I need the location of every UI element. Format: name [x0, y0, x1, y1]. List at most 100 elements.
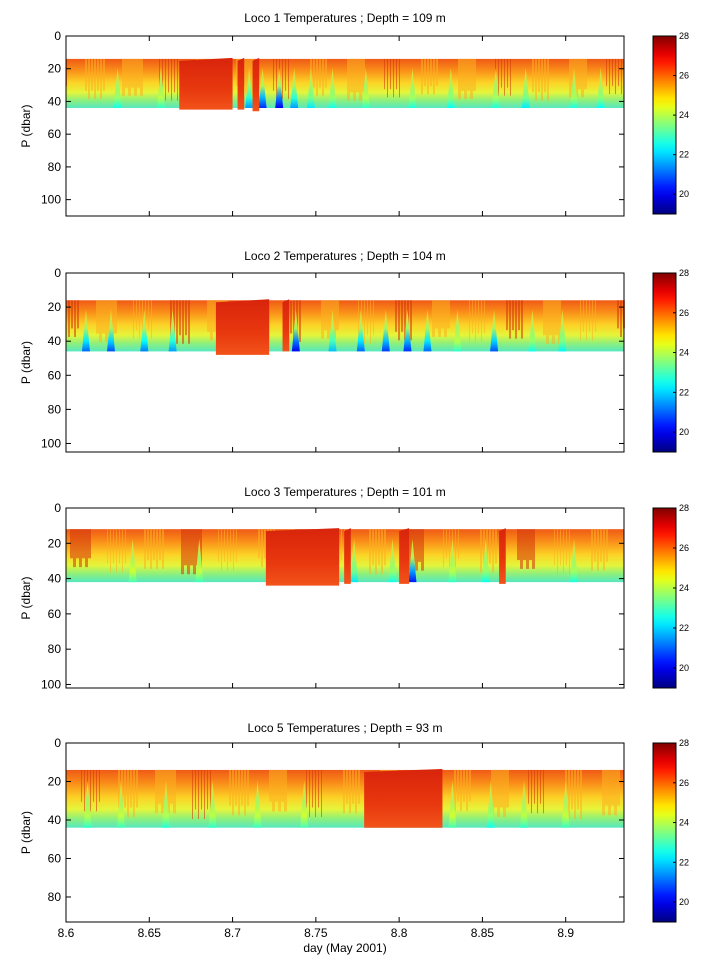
cold-spike	[403, 309, 412, 352]
profile-streak	[369, 529, 371, 575]
profile-streak	[352, 769, 354, 804]
profile-streak	[77, 300, 79, 329]
temperature-band	[66, 58, 624, 108]
profile-streak	[193, 529, 196, 575]
profile-streak	[509, 300, 511, 339]
y-tick-label: 0	[54, 736, 61, 750]
colorbar-tick-label: 24	[679, 348, 689, 358]
profile-streak	[76, 529, 79, 559]
x-tick-label: 8.65	[138, 926, 162, 940]
cold-spike	[596, 67, 605, 108]
profile-streak	[150, 529, 152, 569]
profile-streak	[230, 529, 231, 562]
warm-event	[344, 528, 351, 584]
profile-streak	[170, 769, 173, 804]
cold-spike	[408, 67, 417, 108]
y-tick-label: 20	[48, 300, 62, 314]
profile-streak	[199, 529, 202, 575]
profile-streak	[110, 529, 111, 573]
profile-streak	[384, 58, 385, 90]
profile-streak	[343, 769, 345, 814]
colorbar-tick-label: 20	[679, 897, 689, 907]
chart-panel-loco-3: 0 20 40 60 80 100 Loco 3 Temperatures ; Depth …	[19, 485, 689, 691]
colorbar-tick-label: 22	[679, 150, 689, 160]
profile-streak	[464, 58, 467, 99]
profile-streak	[358, 300, 359, 344]
profile-streak	[528, 769, 529, 804]
profile-streak	[566, 529, 567, 566]
warm-event	[237, 57, 245, 110]
y-tick-label: 20	[48, 62, 62, 76]
profile-streak	[486, 529, 488, 573]
profile-streak	[375, 529, 377, 575]
profile-streak	[583, 300, 584, 332]
profile-streak	[140, 58, 143, 96]
chart-panel-loco-2: 0 20 40 60 80 100 Loco 2 Temperatures ; Depth …	[19, 249, 689, 453]
profile-streak	[538, 58, 540, 93]
profile-streak	[512, 300, 514, 331]
profile-streak	[167, 769, 170, 814]
profile-streak	[498, 58, 499, 96]
profile-streak	[574, 769, 576, 820]
profile-streak	[534, 769, 535, 804]
cold-spike	[168, 309, 177, 352]
profile-streak	[218, 529, 219, 562]
cold-spike	[245, 67, 254, 108]
profile-streak	[93, 769, 94, 802]
profile-streak	[418, 529, 421, 562]
profile-streak	[549, 300, 552, 336]
profile-streak	[594, 529, 596, 562]
profile-streak	[125, 58, 128, 88]
profile-streak	[153, 529, 155, 561]
y-tick-label: 80	[48, 642, 62, 656]
profile-streak	[605, 769, 608, 806]
profile-streak	[103, 58, 105, 91]
cold-spike	[306, 67, 315, 108]
profile-streak	[170, 300, 172, 344]
profile-streak	[614, 769, 617, 816]
profile-streak	[558, 300, 561, 344]
profile-streak	[447, 300, 450, 329]
profile-streak	[475, 300, 476, 343]
cold-spike	[156, 67, 165, 108]
profile-streak	[563, 529, 564, 575]
colorbar-tick-label: 22	[679, 857, 689, 867]
profile-streak	[543, 769, 544, 814]
y-tick-label: 0	[54, 29, 61, 43]
profile-streak	[443, 529, 444, 568]
profile-streak	[296, 300, 298, 334]
profile-streak	[444, 300, 447, 337]
profile-streak	[288, 58, 289, 99]
profile-streak	[554, 529, 555, 566]
warm-event	[252, 57, 260, 112]
cold-spike	[491, 67, 500, 108]
profile-streak	[446, 529, 447, 559]
profile-streak	[495, 529, 497, 564]
profile-streak	[224, 529, 225, 562]
warm-event	[499, 528, 506, 584]
profile-streak	[393, 58, 394, 98]
colorbar-scale	[652, 742, 677, 923]
profile-streak	[315, 769, 316, 818]
profile-streak	[177, 58, 178, 101]
profile-streak	[586, 300, 587, 341]
y-tick-label: 0	[54, 501, 61, 515]
profile-streak	[484, 300, 485, 334]
profile-streak	[557, 529, 558, 575]
profile-streak	[469, 769, 471, 802]
cold-spike	[258, 67, 267, 108]
profile-streak	[540, 769, 541, 804]
profile-streak	[190, 529, 193, 566]
profile-streak	[105, 300, 108, 343]
profile-streak	[236, 58, 239, 86]
profile-streak	[91, 58, 93, 91]
cold-spike	[275, 67, 284, 108]
profile-streak	[119, 529, 120, 564]
profile-streak	[322, 58, 324, 96]
profile-streak	[507, 58, 508, 88]
colorbar-tick-label: 22	[679, 387, 689, 397]
profile-streak	[603, 529, 605, 571]
profile-streak	[173, 300, 175, 336]
y-tick-label: 20	[48, 536, 62, 550]
